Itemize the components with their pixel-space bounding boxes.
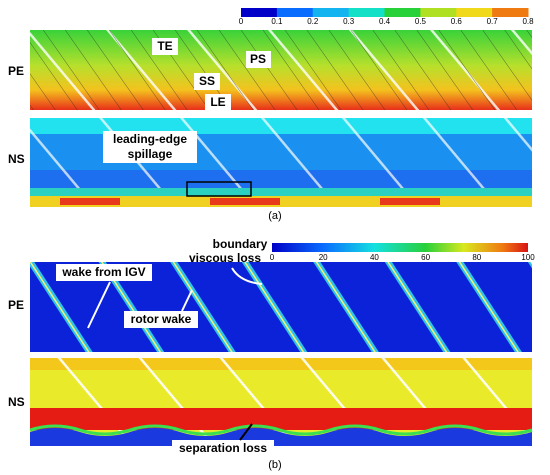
caption: (b) [268,459,281,471]
contour-pe-a [30,30,532,110]
annotation-text: boundary [213,237,268,251]
annotation-text: wake from IGV [61,265,145,279]
row-label: PE [8,298,24,312]
annotation: LE [205,94,231,111]
colorbar-tick-label: 80 [472,253,481,262]
annotation: rotor wake [124,289,198,328]
colorbar-segment [241,8,278,17]
colorbar-segment [348,8,385,17]
caption: (a) [268,210,281,222]
annotation-text: viscous loss [189,251,261,265]
contour-ns-b [29,358,533,446]
colorbar-tick-label: 40 [370,253,379,262]
colorbar-tick-label: 0.5 [415,17,427,26]
colorbar-tick-label: 0.6 [451,17,463,26]
colorbar-tick-label: 0 [270,253,275,262]
annotation-text: TE [157,39,172,53]
row-label: NS [8,152,25,166]
colorbar-segment [492,8,529,17]
colorbar-tick-label: 0.1 [271,17,283,26]
colorbar-tick-label: 0.8 [522,17,534,26]
annotation: SS [194,73,220,90]
colorbar-segment [276,8,314,17]
colorbar-tick-label: 0.3 [343,17,355,26]
colorbar-tick-label: 20 [319,253,328,262]
annotation: wake from IGV [56,264,152,329]
annotation: PS [246,51,271,68]
annotation-text: SS [199,74,215,88]
annotation: separation loss [172,423,274,457]
colorbar-b: 0 20 40 60 80 100 [270,243,535,262]
colorbar-tick-label: 0.2 [307,17,319,26]
row-label: PE [8,64,24,78]
annotation-text: PS [250,52,266,66]
annotation: leading-edge spillage [103,131,197,163]
colorbar-segment [312,8,350,17]
annotation: boundary viscous loss [189,237,268,285]
colorbar-tick-label: 0.7 [487,17,499,26]
colorbar-segment [456,8,493,17]
colorbar-segment [420,8,457,17]
annotation-text: spillage [128,147,173,161]
annotation: TE [152,38,178,55]
colorbar-segment [384,8,421,17]
annotation-text: LE [210,95,225,109]
annotation-text: rotor wake [131,312,192,326]
colorbar-tick-label: 0.4 [379,17,391,26]
colorbar-tick-label: 0 [239,17,244,26]
colorbar-a: 0 0.1 0.2 0.3 0.4 0.5 0.6 0.7 0.8 [239,8,534,26]
row-label: NS [8,395,25,409]
annotation-text: separation loss [179,441,267,455]
annotation-text: leading-edge [113,132,187,146]
colorbar-tick-label: 60 [421,253,430,262]
colorbar-tick-label: 100 [521,253,535,262]
